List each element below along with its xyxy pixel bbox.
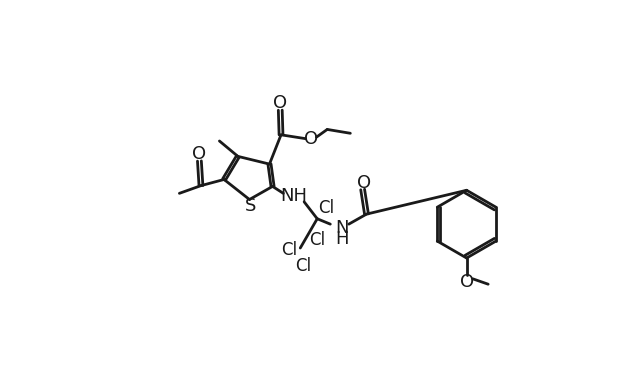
Text: Cl: Cl: [295, 258, 312, 276]
Text: Cl: Cl: [309, 231, 325, 249]
Text: Cl: Cl: [282, 241, 298, 259]
Text: O: O: [193, 145, 207, 163]
Text: O: O: [273, 94, 287, 112]
Text: O: O: [357, 174, 371, 192]
Text: NH: NH: [280, 187, 308, 205]
Text: O: O: [460, 273, 474, 291]
Text: O: O: [304, 131, 318, 149]
Text: N: N: [335, 219, 349, 237]
Text: H: H: [335, 230, 349, 248]
Text: S: S: [244, 197, 256, 215]
Text: Cl: Cl: [318, 199, 335, 217]
